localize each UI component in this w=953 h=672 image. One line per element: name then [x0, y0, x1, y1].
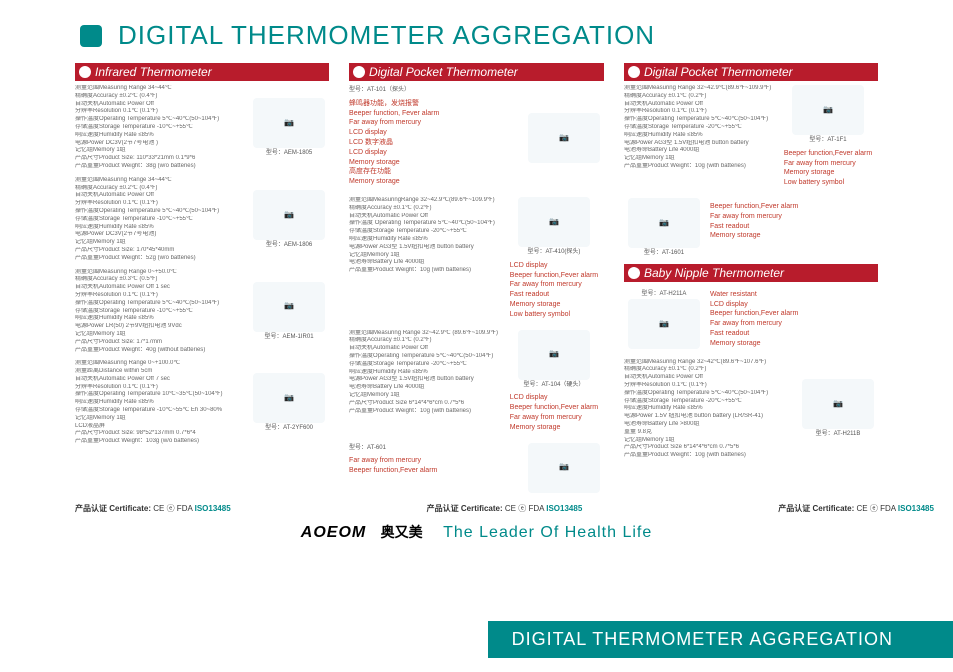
model: 型号：AT-601 [349, 445, 518, 453]
product-image: 📷 [792, 85, 864, 135]
product-image: 📷 [518, 197, 590, 247]
column-pocket1: Digital Pocket Thermometer 型号：AT-101（探头）… [349, 63, 604, 499]
model: 型号：AT-H211B [816, 431, 861, 439]
product-image: 📷 [528, 443, 600, 493]
specs: 测量范围Measuring Range 34~44℃精确度Accuracy ±0… [75, 85, 243, 171]
features: LCD displayBeeper function,Fever alarmFa… [510, 393, 598, 432]
brand-logo: AOEOM [301, 524, 366, 542]
model: 型号：AT-H211A [642, 291, 687, 299]
product-aem1ir01: 测量范围Measuring Range 0~+50.0℃精确度Accuracy … [75, 269, 329, 355]
brand-cn: 奥又美 [381, 522, 423, 542]
features: Beeper function,Fever alarmFar away from… [784, 149, 872, 188]
cert-col2: 产品认证 Certificate: CE ⓔ FDA ISO13485 [427, 503, 583, 514]
section-pocket2: Digital Pocket Thermometer [624, 63, 878, 81]
section-pocket1: Digital Pocket Thermometer [349, 63, 604, 81]
model: 型号：AEM-1806 [266, 242, 312, 250]
product-ath211b: 测量范围Measuring Range 32~42℃(89.6℉~107.6℉)… [624, 359, 878, 460]
model: 型号：AT-104（硬头） [524, 382, 585, 390]
model: 型号：AEM-1805 [266, 150, 312, 158]
specs: 测量范围Measuring Range 34~44℃精确度Accuracy ±0… [75, 177, 243, 263]
product-at410: 测量范围MeasuringRange 32~42.9℃(89.6℉~109.9℉… [349, 197, 604, 324]
model: 型号：AT-1601 [644, 250, 684, 258]
section-baby: Baby Nipple Thermometer [624, 264, 878, 282]
specs: 测量范围Measuring Range 0~+50.0℃精确度Accuracy … [75, 269, 243, 355]
features: 蜂鸣器功能，发烧报警Beeper function, Fever alarmFa… [349, 99, 518, 187]
product-at101: 型号：AT-101（探头） 蜂鸣器功能，发烧报警Beeper function,… [349, 85, 604, 191]
brand-row: AOEOM 奥又美 The Leader Of Health Life [0, 522, 953, 542]
page-header: DIGITAL THERMOMETER AGGREGATION [0, 0, 953, 63]
features: Beeper function,Fever alarmFar away from… [710, 202, 878, 254]
page-title: DIGITAL THERMOMETER AGGREGATION [118, 20, 655, 51]
specs: 测量范围Measuring Range 32~42.9℃(89.6℉~109.9… [624, 85, 772, 192]
product-columns: Infrared Thermometer 测量范围Measuring Range… [0, 63, 953, 499]
column-pocket2: Digital Pocket Thermometer 测量范围Measuring… [624, 63, 878, 499]
product-aem1805: 测量范围Measuring Range 34~44℃精确度Accuracy ±0… [75, 85, 329, 171]
product-at1f1: 测量范围Measuring Range 32~42.9℃(89.6℉~109.9… [624, 85, 878, 192]
specs: 测量范围Measuring Range 32~42℃(89.6℉~107.6℉)… [624, 359, 792, 460]
product-ath211a: 型号：AT-H211A📷 Water resistantLCD displayB… [624, 286, 878, 353]
product-at601: 型号：AT-601 Far away from mercuryBeeper fu… [349, 443, 604, 493]
brand-tagline: The Leader Of Health Life [443, 524, 652, 541]
product-image: 📷 [528, 113, 600, 163]
column-infrared: Infrared Thermometer 测量范围Measuring Range… [75, 63, 329, 499]
features: Water resistantLCD displayBeeper functio… [710, 290, 878, 349]
model: 型号：AEM-1IR01 [265, 334, 314, 342]
cert-col1: 产品认证 Certificate: CE ⓔ FDA ISO13485 [75, 503, 231, 514]
specs: 测量范围MeasuringRange 32~42.9℃(89.6℉~109.9℉… [349, 197, 498, 324]
product-image: 📷 [628, 198, 700, 248]
product-at2yf600: 测量范围Measuring Range 0~+100.0℃测量距离Distanc… [75, 360, 329, 446]
model: 型号：AT-2YF600 [265, 425, 313, 433]
model: 型号：AT-1F1 [809, 137, 846, 145]
footer-bar: DIGITAL THERMOMETER AGGREGATION [488, 621, 953, 658]
header-icon [80, 25, 102, 47]
features: LCD displayBeeper function,Fever alarmFa… [510, 261, 598, 320]
section-infrared: Infrared Thermometer [75, 63, 329, 81]
product-image: 📷 [253, 282, 325, 332]
specs: 测量范围Measuring Range 32~42.9℃ (89.6℉~109.… [349, 330, 498, 437]
model: 型号：AT-410(探头) [528, 249, 581, 257]
product-at104: 测量范围Measuring Range 32~42.9℃ (89.6℉~109.… [349, 330, 604, 437]
product-image: 📷 [802, 379, 874, 429]
product-aem1806: 测量范围Measuring Range 34~44℃精确度Accuracy ±0… [75, 177, 329, 263]
specs: 测量范围Measuring Range 0~+100.0℃测量距离Distanc… [75, 360, 243, 446]
certificates-row: 产品认证 Certificate: CE ⓔ FDA ISO13485 产品认证… [0, 503, 953, 514]
features: Far away from mercuryBeeper function,Fev… [349, 456, 518, 476]
product-at1601: 📷 型号：AT-1601 Beeper function,Fever alarmF… [624, 198, 878, 258]
product-image: 📷 [253, 190, 325, 240]
product-image: 📷 [253, 373, 325, 423]
model: 型号：AT-101（探头） [349, 87, 518, 95]
product-image: 📷 [628, 299, 700, 349]
product-image: 📷 [518, 330, 590, 380]
cert-col3: 产品认证 Certificate: CE ⓔ FDA ISO13485 [778, 503, 934, 514]
product-image: 📷 [253, 98, 325, 148]
